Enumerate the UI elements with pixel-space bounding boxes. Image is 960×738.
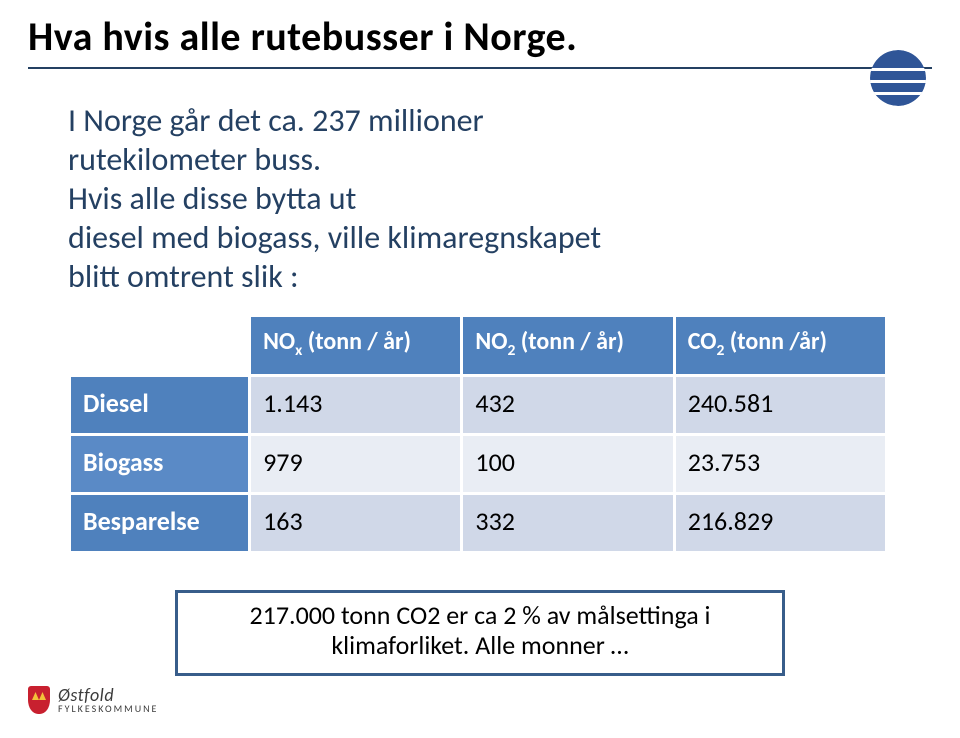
shield-icon xyxy=(28,686,50,714)
table-cell: 1.143 xyxy=(251,377,460,433)
table-cell: 216.829 xyxy=(676,495,885,551)
table-row-label: Biogass xyxy=(71,436,248,492)
table-header-row: NOx (tonn / år) NO2 (tonn / år) CO2 (ton… xyxy=(71,317,885,374)
table-cell: 240.581 xyxy=(676,377,885,433)
table-cell: 23.753 xyxy=(676,436,885,492)
table-row: Biogass97910023.753 xyxy=(71,436,885,492)
intro-line: I Norge går det ca. 237 millioner xyxy=(68,101,484,140)
corner-globe-icon xyxy=(870,50,926,106)
table-header: NOx (tonn / år) xyxy=(251,317,460,374)
intro-text: I Norge går det ca. 237 millioner ruteki… xyxy=(28,101,932,296)
table-row: Diesel1.143432240.581 xyxy=(71,377,885,433)
table-row-label: Diesel xyxy=(71,377,248,433)
table-row: Besparelse163332216.829 xyxy=(71,495,885,551)
table-cell: 432 xyxy=(463,377,672,433)
emissions-table: NOx (tonn / år) NO2 (tonn / år) CO2 (ton… xyxy=(68,314,888,554)
table-cell: 163 xyxy=(251,495,460,551)
logo-text-2: FYLKESKOMMUNE xyxy=(58,704,158,714)
table-row-label: Besparelse xyxy=(71,495,248,551)
intro-line: diesel med biogass, ville klimaregnskape… xyxy=(68,218,601,257)
page-title: Hva hvis alle rutebusser i Norge. xyxy=(28,12,932,61)
table-cell: 979 xyxy=(251,436,460,492)
table-cell: 332 xyxy=(463,495,672,551)
table-header: NO2 (tonn / år) xyxy=(463,317,672,374)
intro-line: blitt omtrent slik : xyxy=(68,257,299,296)
intro-line: rutekilometer buss. xyxy=(68,140,321,179)
callout-line: 217.000 tonn CO2 er ca 2 % av målsetting… xyxy=(249,599,710,631)
callout-box: 217.000 tonn CO2 er ca 2 % av målsetting… xyxy=(175,590,785,676)
title-underline xyxy=(28,67,932,69)
table-header-blank xyxy=(71,317,248,374)
ostfold-logo: Østfold FYLKESKOMMUNE xyxy=(28,686,158,714)
table-cell: 100 xyxy=(463,436,672,492)
callout-line: klimaforliket. Alle monner … xyxy=(331,629,628,661)
table-header: CO2 (tonn /år) xyxy=(676,317,885,374)
intro-line: Hvis alle disse bytta ut xyxy=(68,179,356,218)
